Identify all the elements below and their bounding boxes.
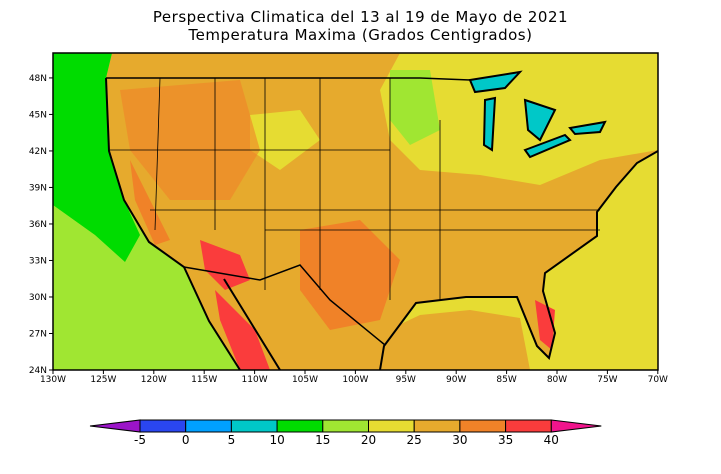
colorbar-label: 10	[269, 433, 284, 447]
colorbar-segment	[368, 419, 415, 433]
texas-warm	[300, 220, 400, 330]
desert-hot	[200, 240, 250, 290]
colorbar-segment	[276, 419, 324, 433]
colorbar-segment	[139, 419, 187, 433]
map-title: Perspectiva Climatica del 13 al 19 de Ma…	[152, 8, 569, 26]
rockies-mild	[250, 110, 320, 170]
upper-midwest	[390, 70, 440, 145]
lat-label: 24N	[29, 366, 47, 376]
lat-label: 30N	[29, 293, 47, 303]
lake-superior	[468, 70, 523, 94]
lon-label: 90W	[446, 375, 466, 385]
colorbar: -5 0 5 10 15 20 25 30 35 40	[89, 419, 602, 447]
lat-label: 36N	[29, 220, 47, 230]
lon-label: 80W	[547, 375, 567, 385]
lon-label: 120W	[141, 375, 167, 385]
national-borders	[106, 77, 471, 346]
lon-label: 130W	[40, 375, 66, 385]
lon-label: 105W	[292, 375, 318, 385]
lake-ontario	[568, 120, 607, 136]
colorbar-segment	[185, 419, 232, 433]
lon-label: 70W	[648, 375, 668, 385]
lake-huron	[523, 98, 557, 142]
sonora-hot	[215, 290, 270, 370]
colorbar-label: 15	[315, 433, 330, 447]
colorbar-segment	[459, 419, 507, 433]
colorbar-label: 40	[544, 433, 559, 447]
state-borders	[110, 77, 600, 300]
colorbar-segment	[413, 419, 461, 433]
colorbar-high-arrow	[550, 419, 602, 433]
lake-erie	[523, 133, 572, 159]
lat-label: 45N	[29, 110, 47, 120]
lat-label: 39N	[29, 183, 47, 193]
colorbar-label: 0	[182, 433, 190, 447]
north-mild	[380, 53, 658, 185]
colorbar-label: 35	[498, 433, 513, 447]
lon-label: 110W	[242, 375, 268, 385]
colorbar-label: 25	[407, 433, 422, 447]
lake-michigan	[482, 96, 497, 152]
map-subtitle: Temperatura Maxima (Grados Centigrados)	[188, 26, 533, 44]
gulf-warm	[380, 310, 530, 370]
lon-label: 85W	[496, 375, 516, 385]
colorbar-label: 30	[452, 433, 467, 447]
pacific-cool	[53, 53, 140, 262]
colorbar-segment	[322, 419, 369, 433]
lon-label: 125W	[90, 375, 116, 385]
colorbar-segment	[230, 419, 278, 433]
colorbar-label: -5	[134, 433, 146, 447]
lon-label: 100W	[342, 375, 368, 385]
colorbar-segment	[505, 419, 552, 433]
colorbar-label: 20	[361, 433, 376, 447]
lon-label: 95W	[396, 375, 416, 385]
lat-label: 48N	[29, 74, 47, 84]
colorbar-label: 5	[228, 433, 236, 447]
lon-label: 75W	[597, 375, 617, 385]
lat-label: 33N	[29, 256, 47, 266]
lon-label: 115W	[191, 375, 217, 385]
lat-label: 42N	[29, 147, 47, 157]
coastline	[105, 77, 658, 370]
colorbar-low-arrow	[89, 419, 141, 433]
california-valley	[130, 160, 170, 245]
lat-label: 27N	[29, 329, 47, 339]
west-warm	[120, 80, 260, 200]
map-field	[53, 53, 658, 370]
